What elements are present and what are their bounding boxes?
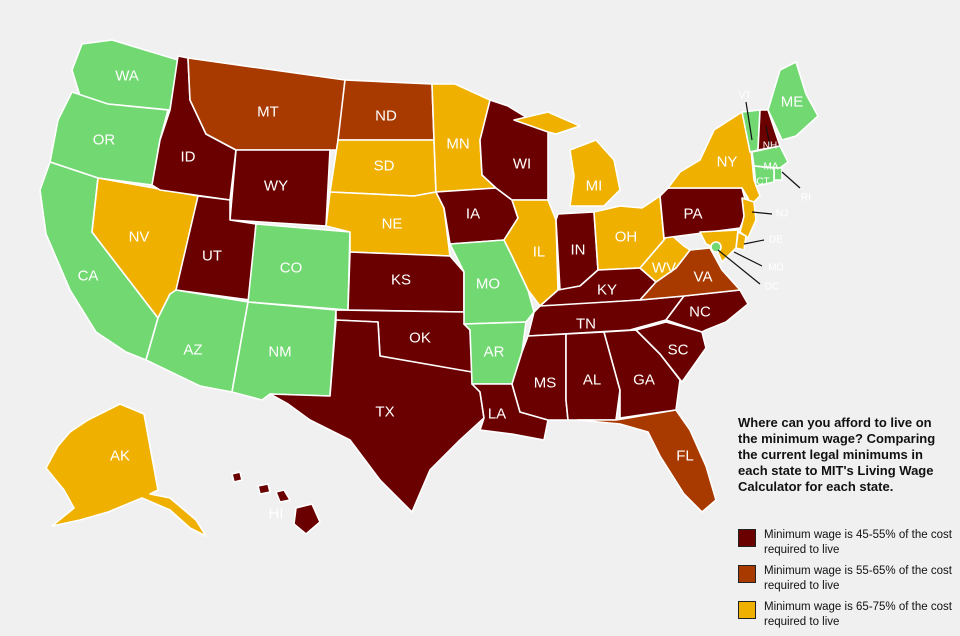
legend-label: Minimum wage is 45-55% of the cost requi… <box>764 529 952 556</box>
map-title: Where can you afford to live on the mini… <box>738 415 936 494</box>
state-IL[interactable] <box>503 199 559 307</box>
label-ID: ID <box>181 149 196 166</box>
label-KS: KS <box>391 272 411 289</box>
legend-item: Minimum wage is 45-55% of the cost requi… <box>738 528 958 558</box>
state-MI[interactable] <box>513 111 621 207</box>
state-NJ[interactable] <box>739 197 757 239</box>
state-DC[interactable] <box>710 241 722 253</box>
state-TX[interactable] <box>269 319 485 513</box>
label-TX: TX <box>375 404 394 421</box>
legend: Minimum wage is 45-55% of the cost requi… <box>738 528 958 636</box>
label-ME: ME <box>781 94 804 111</box>
legend-item: Minimum wage is 55-65% of the cost requi… <box>738 564 958 594</box>
label-CT: CT <box>756 177 769 188</box>
label-CA: CA <box>78 268 99 285</box>
label-VA: VA <box>694 269 713 286</box>
label-GA: GA <box>633 372 655 389</box>
state-MA[interactable] <box>751 145 789 169</box>
label-IL: IL <box>533 244 546 261</box>
label-PA: PA <box>684 206 703 223</box>
label-DE: DE <box>769 235 783 246</box>
label-WY: WY <box>264 178 288 195</box>
label-HI: HI <box>269 506 284 523</box>
label-MO: MO <box>476 276 500 293</box>
label-VT: VT <box>739 91 752 102</box>
label-NJ: NJ <box>776 209 788 220</box>
label-NV: NV <box>129 229 150 246</box>
label-RI: RI <box>801 193 811 204</box>
state-CT[interactable] <box>753 165 775 187</box>
state-FL[interactable] <box>577 409 717 513</box>
label-FL: FL <box>676 448 694 465</box>
label-NY: NY <box>717 154 738 171</box>
label-AZ: AZ <box>183 342 202 359</box>
label-OR: OR <box>93 132 116 149</box>
legend-swatch <box>738 565 756 583</box>
legend-swatch <box>738 529 756 547</box>
label-NH: NH <box>763 141 777 152</box>
state-ME[interactable] <box>767 61 819 141</box>
legend-item: Minimum wage is 65-75% of the cost requi… <box>738 600 958 630</box>
state-AK[interactable] <box>45 403 207 537</box>
label-AR: AR <box>484 344 505 361</box>
state-NY[interactable] <box>667 111 761 207</box>
label-AK: AK <box>110 448 130 465</box>
legend-swatch <box>738 601 756 619</box>
label-AL: AL <box>583 372 601 389</box>
label-WV: WV <box>652 260 676 277</box>
label-MN: MN <box>446 136 469 153</box>
label-MA: MA <box>764 162 779 173</box>
label-MS: MS <box>534 375 557 392</box>
label-UT: UT <box>202 248 222 265</box>
label-NC: NC <box>689 304 711 321</box>
label-MI: MI <box>586 178 603 195</box>
state-HI[interactable] <box>231 471 321 535</box>
label-KY: KY <box>597 282 617 299</box>
label-IN: IN <box>571 242 586 259</box>
state-SC[interactable] <box>635 321 707 383</box>
legend-label: Minimum wage is 65-75% of the cost requi… <box>764 601 952 628</box>
label-DC: DC <box>765 282 779 293</box>
label-MD: MD <box>768 263 784 274</box>
label-IA: IA <box>466 206 480 223</box>
label-NM: NM <box>268 344 291 361</box>
label-SD: SD <box>374 158 395 175</box>
label-ND: ND <box>375 108 397 125</box>
leader-lines <box>717 101 801 285</box>
label-CO: CO <box>280 260 303 277</box>
label-MT: MT <box>257 104 279 121</box>
label-TN: TN <box>576 316 596 333</box>
label-WA: WA <box>115 68 139 85</box>
label-OH: OH <box>615 229 638 246</box>
label-NE: NE <box>382 216 403 233</box>
label-OK: OK <box>409 330 431 347</box>
legend-label: Minimum wage is 55-65% of the cost requi… <box>764 565 952 592</box>
label-WI: WI <box>513 156 531 173</box>
label-LA: LA <box>488 406 506 423</box>
label-SC: SC <box>668 342 689 359</box>
